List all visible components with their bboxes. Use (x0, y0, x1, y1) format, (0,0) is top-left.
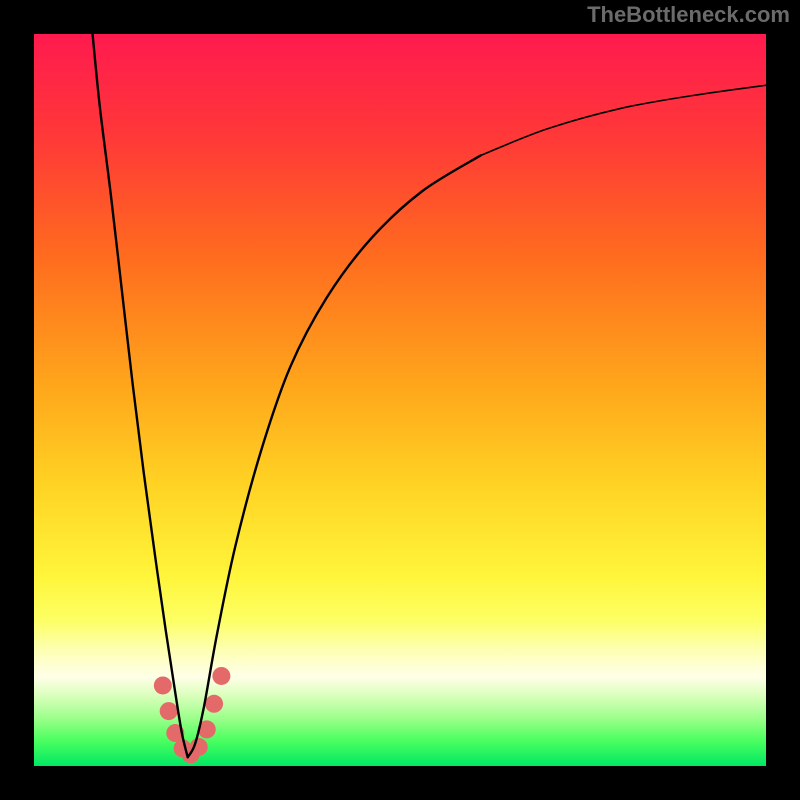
bottleneck-chart-svg (0, 0, 800, 800)
marker-dot (160, 702, 178, 720)
marker-dot (190, 738, 208, 756)
marker-dot (212, 667, 230, 685)
marker-dot (205, 695, 223, 713)
marker-dot (154, 676, 172, 694)
chart-plot-bg (34, 34, 766, 766)
chart-container: TheBottleneck.com (0, 0, 800, 800)
